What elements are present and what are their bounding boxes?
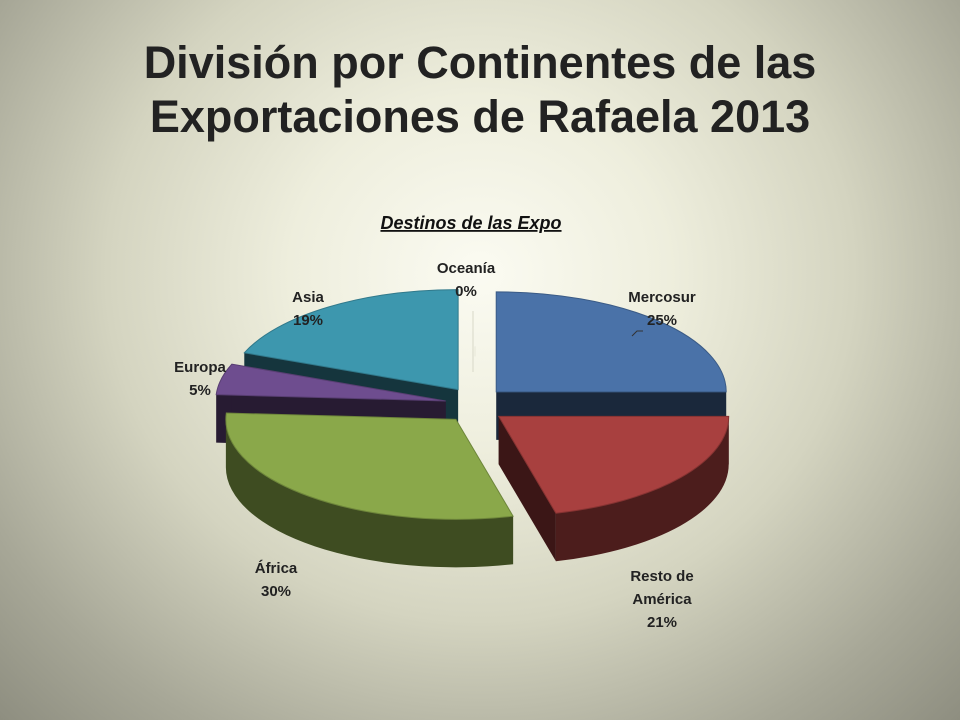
slide-title: División por Continentes de las Exportac… bbox=[0, 36, 960, 144]
slice-europa-top bbox=[215, 363, 446, 402]
slice-label-mercosur: Mercosur 25% bbox=[628, 289, 696, 329]
leader-line-mercosur bbox=[631, 330, 643, 337]
slice-mercosur-top bbox=[495, 291, 727, 393]
slice-label-oceania: Oceanía 0% bbox=[437, 260, 496, 300]
slide-title-line-2: Exportaciones de Rafaela 2013 bbox=[149, 91, 811, 142]
slice-resto-de-america-wall-end bbox=[498, 416, 556, 562]
slice-africa-rim bbox=[225, 419, 514, 568]
slice-africa-top bbox=[225, 412, 514, 520]
pie-slices-top bbox=[215, 289, 730, 520]
slide-title-line-1: División por Continentes de las bbox=[143, 37, 817, 88]
slice-resto-de-america-top bbox=[497, 415, 730, 514]
slice-label-resto-de-america: Resto de América 21% bbox=[630, 568, 693, 631]
slice-resto-de-america-rim bbox=[555, 416, 729, 562]
slice-label-africa: África 30% bbox=[255, 560, 298, 600]
pie-labels: Mercosur 25% Resto de América 21% África 30% Eu… bbox=[174, 260, 696, 631]
slice-label-asia: Asia 19% bbox=[292, 289, 324, 329]
slice-label-europa: Europa 5% bbox=[174, 359, 226, 399]
chart-title: Destinos de las Expo bbox=[380, 213, 561, 233]
slice-asia-top bbox=[243, 289, 459, 391]
